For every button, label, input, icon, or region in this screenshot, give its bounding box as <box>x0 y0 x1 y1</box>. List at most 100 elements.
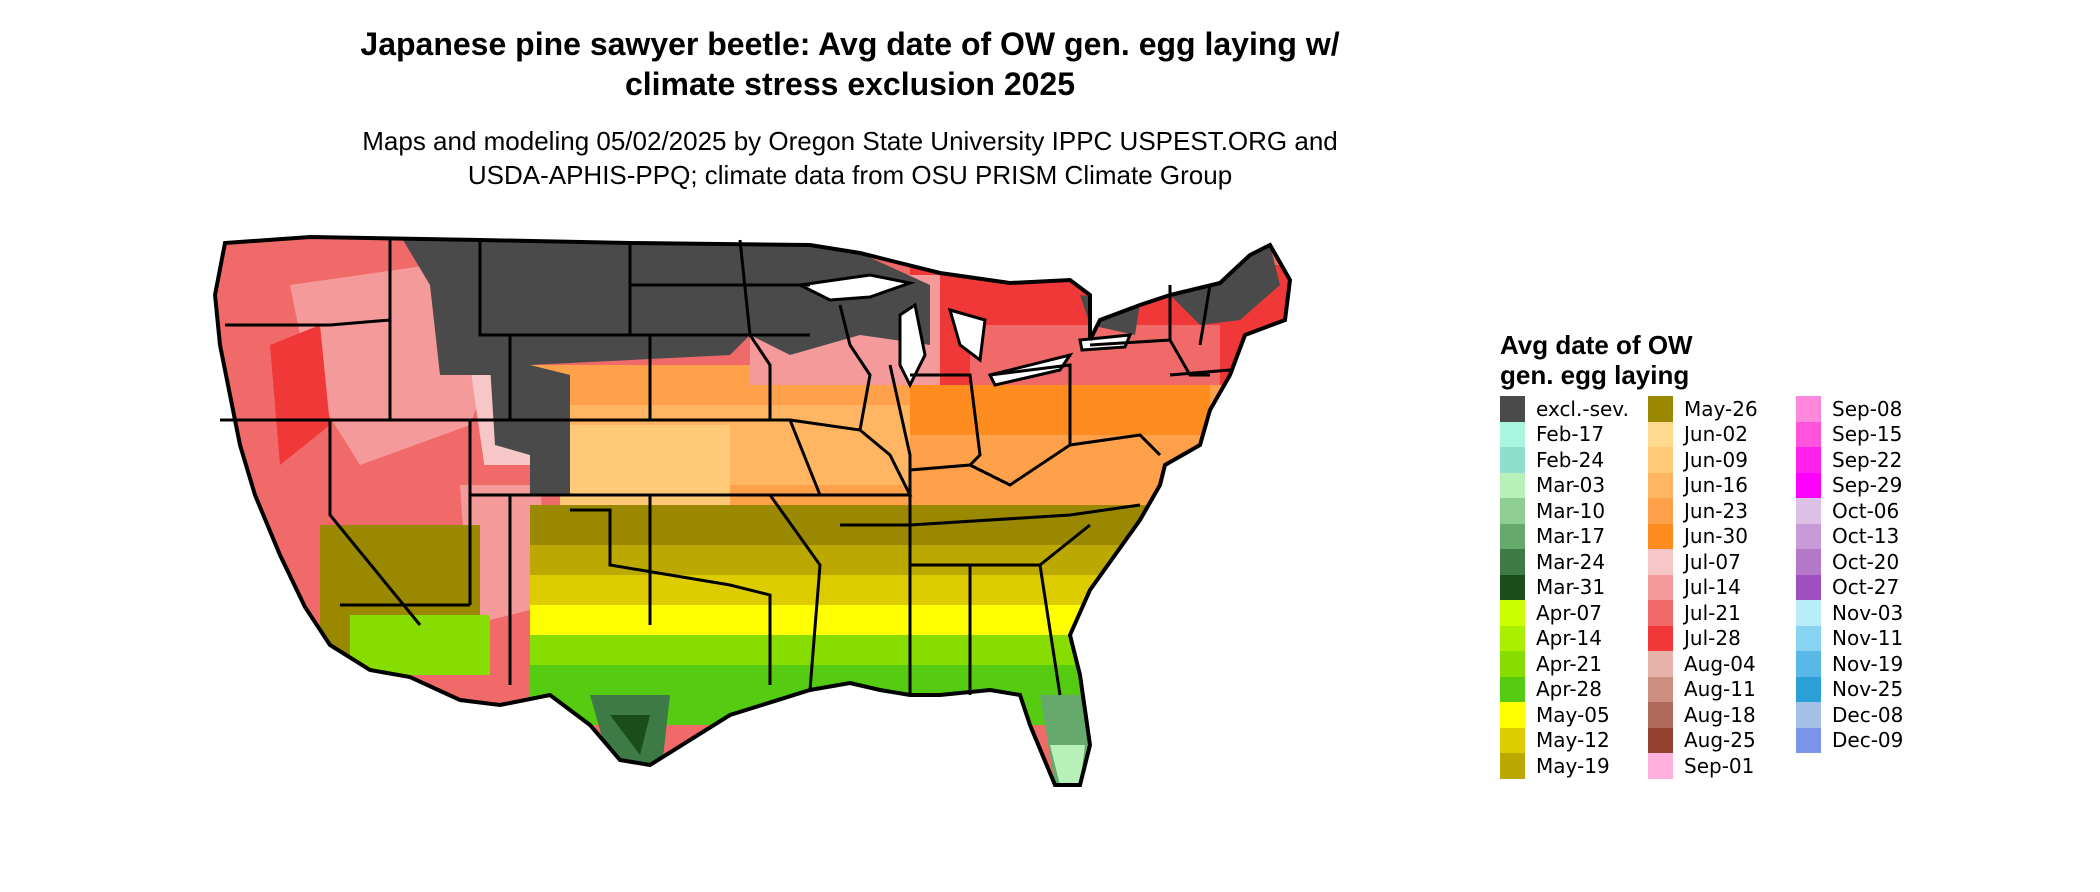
legend-swatch <box>1648 651 1673 677</box>
legend-item: Nov-19 <box>1796 651 1944 677</box>
legend-swatch <box>1796 421 1821 447</box>
legend-label: Aug-04 <box>1684 651 1756 676</box>
legend-swatch <box>1648 600 1673 626</box>
legend-label: Jul-28 <box>1684 626 1741 651</box>
legend-swatch <box>1648 676 1673 702</box>
legend-item: Dec-09 <box>1796 727 1944 753</box>
legend-item: Jul-21 <box>1648 600 1796 626</box>
legend-swatch <box>1796 625 1821 651</box>
map-title: Japanese pine sawyer beetle: Avg date of… <box>250 24 1450 104</box>
legend-column: May-26 Jun-02 Jun-09 Jun-16 Jun-23 Jun-30 Jul-… <box>1648 396 1796 779</box>
legend-swatch <box>1648 549 1673 575</box>
legend-item: Feb-24 <box>1500 447 1648 473</box>
legend-label: Sep-08 <box>1832 396 1903 421</box>
legend-swatch <box>1796 447 1821 473</box>
legend-label: Sep-22 <box>1832 447 1903 472</box>
legend-label: Mar-10 <box>1536 498 1606 523</box>
legend-swatch <box>1796 396 1821 422</box>
legend-item: Aug-18 <box>1648 702 1796 728</box>
legend-item: Apr-28 <box>1500 676 1648 702</box>
legend-item: Jun-30 <box>1648 523 1796 549</box>
legend-label: Nov-11 <box>1832 626 1904 651</box>
legend-item: Sep-22 <box>1796 447 1944 473</box>
legend-label: Dec-08 <box>1832 702 1904 727</box>
legend-item: Jul-07 <box>1648 549 1796 575</box>
legend-label: Mar-24 <box>1536 549 1606 574</box>
legend-item: Oct-06 <box>1796 498 1944 524</box>
legend-swatch <box>1500 651 1525 677</box>
map-subtitle-line2: USDA-APHIS-PPQ; climate data from OSU PR… <box>467 160 1233 190</box>
legend-item: Jun-16 <box>1648 472 1796 498</box>
legend-swatch <box>1500 523 1525 549</box>
legend-swatch <box>1648 421 1673 447</box>
legend-swatch <box>1500 498 1525 524</box>
legend-label: Mar-03 <box>1536 473 1606 498</box>
legend-item: Feb-17 <box>1500 421 1648 447</box>
legend-swatch <box>1796 498 1821 524</box>
legend-swatch <box>1500 753 1525 779</box>
state-boundaries <box>212 234 1293 787</box>
us-map <box>212 234 1293 787</box>
legend-title-line2: gen. egg laying <box>1500 360 1690 390</box>
legend-label: Apr-21 <box>1536 651 1602 676</box>
legend-swatch <box>1796 549 1821 575</box>
legend-title-line1: Avg date of OW <box>1500 330 1693 360</box>
legend-swatch <box>1648 396 1673 422</box>
legend-item: Sep-01 <box>1648 753 1796 779</box>
legend-item: Nov-11 <box>1796 625 1944 651</box>
legend-label: May-19 <box>1536 753 1610 778</box>
legend-label: Apr-07 <box>1536 600 1602 625</box>
legend-item: Jul-28 <box>1648 625 1796 651</box>
legend-item: Aug-04 <box>1648 651 1796 677</box>
legend-item: Mar-31 <box>1500 574 1648 600</box>
legend-item: Sep-08 <box>1796 396 1944 422</box>
legend-label: Jul-21 <box>1684 600 1741 625</box>
legend-label: Sep-29 <box>1832 473 1903 498</box>
legend-item: Sep-15 <box>1796 421 1944 447</box>
map-legend: Avg date of OW gen. egg laying excl.-sev… <box>1500 330 2070 800</box>
legend-item: Mar-17 <box>1500 523 1648 549</box>
legend-item: Oct-13 <box>1796 523 1944 549</box>
legend-swatch <box>1500 421 1525 447</box>
legend-item: Apr-21 <box>1500 651 1648 677</box>
legend-item: Aug-11 <box>1648 676 1796 702</box>
legend-item: Oct-20 <box>1796 549 1944 575</box>
legend-swatch <box>1500 396 1525 422</box>
legend-label: Nov-03 <box>1832 600 1904 625</box>
legend-label: Oct-27 <box>1832 575 1900 600</box>
legend-label: Aug-25 <box>1684 728 1756 753</box>
legend-swatch <box>1500 574 1525 600</box>
legend-label: Jun-23 <box>1684 498 1748 523</box>
legend-label: Dec-09 <box>1832 728 1904 753</box>
legend-label: May-05 <box>1536 702 1610 727</box>
legend-item: Jul-14 <box>1648 574 1796 600</box>
legend-item: Apr-07 <box>1500 600 1648 626</box>
legend-label: Oct-13 <box>1832 524 1900 549</box>
legend-swatch <box>1500 676 1525 702</box>
map-subtitle: Maps and modeling 05/02/2025 by Oregon S… <box>250 124 1450 192</box>
legend-label: Feb-17 <box>1536 422 1605 447</box>
legend-swatch <box>1648 753 1673 779</box>
legend-label: May-12 <box>1536 728 1610 753</box>
legend-label: Jul-14 <box>1684 575 1741 600</box>
legend-item: Sep-29 <box>1796 472 1944 498</box>
legend-swatch <box>1648 472 1673 498</box>
legend-item: Mar-10 <box>1500 498 1648 524</box>
legend-item: Oct-27 <box>1796 574 1944 600</box>
legend-swatch <box>1796 523 1821 549</box>
legend-label: Oct-06 <box>1832 498 1900 523</box>
legend-label: Apr-14 <box>1536 626 1602 651</box>
legend-swatch <box>1648 523 1673 549</box>
legend-swatch <box>1500 625 1525 651</box>
legend-label: Mar-17 <box>1536 524 1606 549</box>
legend-label: Jun-16 <box>1684 473 1748 498</box>
legend-item: Jun-23 <box>1648 498 1796 524</box>
legend-swatch <box>1500 727 1525 753</box>
legend-swatch <box>1648 498 1673 524</box>
legend-swatch <box>1648 625 1673 651</box>
legend-swatch <box>1796 472 1821 498</box>
legend-swatch <box>1500 447 1525 473</box>
legend-label: May-26 <box>1684 396 1758 421</box>
legend-item: May-05 <box>1500 702 1648 728</box>
legend-item: May-19 <box>1500 753 1648 779</box>
